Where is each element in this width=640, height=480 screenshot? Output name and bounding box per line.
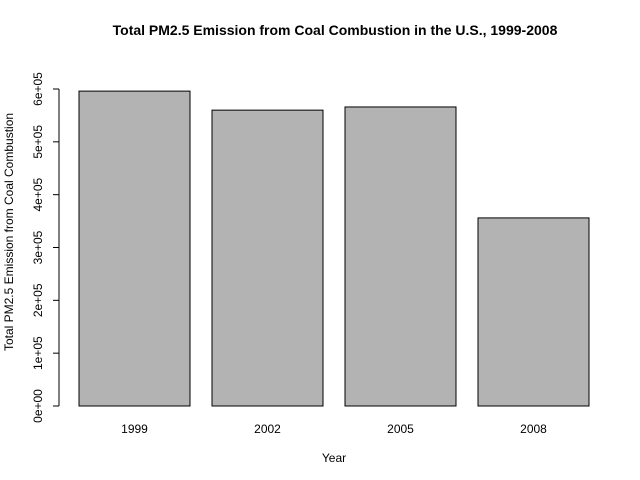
y-tick-label: 6e+05 [31,72,45,106]
y-tick-label: 1e+05 [31,336,45,370]
x-tick-labels: 1999 2002 2005 2008 [121,422,547,436]
x-tick-label-2008: 2008 [520,422,547,436]
x-tick-label-1999: 1999 [121,422,148,436]
x-tick-label-2002: 2002 [254,422,281,436]
y-tick-label: 0e+00 [31,389,45,423]
bar-2005 [344,106,457,407]
bar-1999 [78,90,191,407]
y-tick-label: 3e+05 [31,230,45,264]
x-tick-label-2005: 2005 [387,422,414,436]
y-axis: 0e+00 1e+05 2e+05 3e+05 4e+05 5e+05 6e+05 [31,72,60,423]
x-axis-label: Year [322,451,346,465]
bar-2008 [477,217,590,407]
y-tick-label: 5e+05 [31,125,45,159]
y-tick-label: 4e+05 [31,177,45,211]
y-tick-label: 2e+05 [31,283,45,317]
y-axis-label: Total PM2.5 Emission from Coal Combustio… [2,113,16,351]
bars-group [78,90,590,407]
chart-title: Total PM2.5 Emission from Coal Combustio… [113,22,558,38]
bar-2002 [211,109,324,407]
